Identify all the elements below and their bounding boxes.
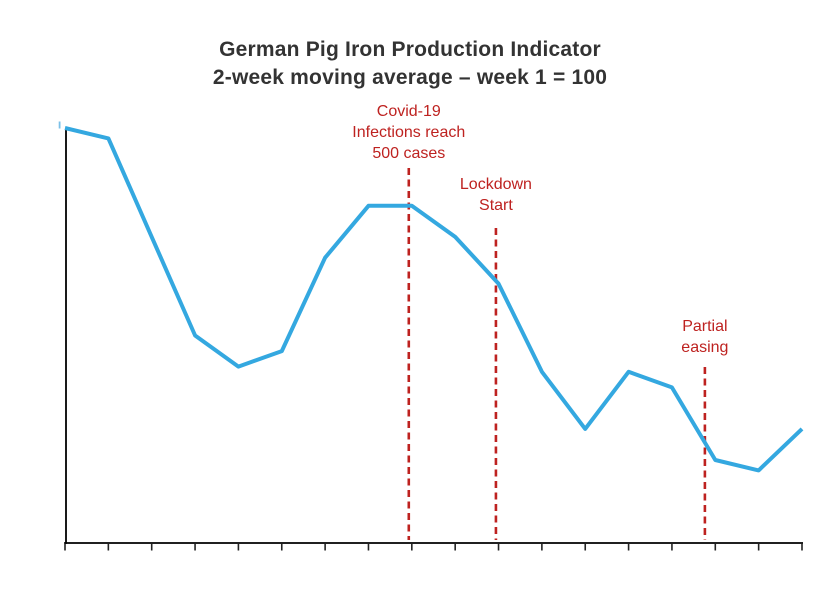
annotation-label-covid-500-cases-line-1: Covid-19	[376, 103, 441, 120]
annotation-label-lockdown-start-line-2: Start	[479, 197, 513, 214]
annotation-label-covid-500-cases: Covid-19 Infections reach 500 cases	[319, 101, 499, 164]
annotation-label-partial-easing: Partial easing	[615, 316, 795, 358]
chart-title-line-2: 2-week moving average – week 1 = 100	[212, 66, 608, 89]
annotation-label-covid-500-cases-line-2: Infections reach	[352, 124, 466, 141]
chart-title-line-1: German Pig Iron Production Indicator	[219, 38, 601, 61]
annotation-label-covid-500-cases-line-3: 500 cases	[372, 145, 446, 162]
annotation-label-partial-easing-line-1: Partial	[682, 318, 728, 335]
annotation-label-partial-easing-line-2: easing	[681, 339, 729, 356]
chart-title: German Pig Iron Production Indicator 2-w…	[0, 36, 820, 92]
production-index-line	[64, 126, 804, 473]
annotation-label-lockdown-start-line-1: Lockdown	[459, 176, 532, 193]
annotation-label-lockdown-start: Lockdown Start	[406, 174, 586, 216]
